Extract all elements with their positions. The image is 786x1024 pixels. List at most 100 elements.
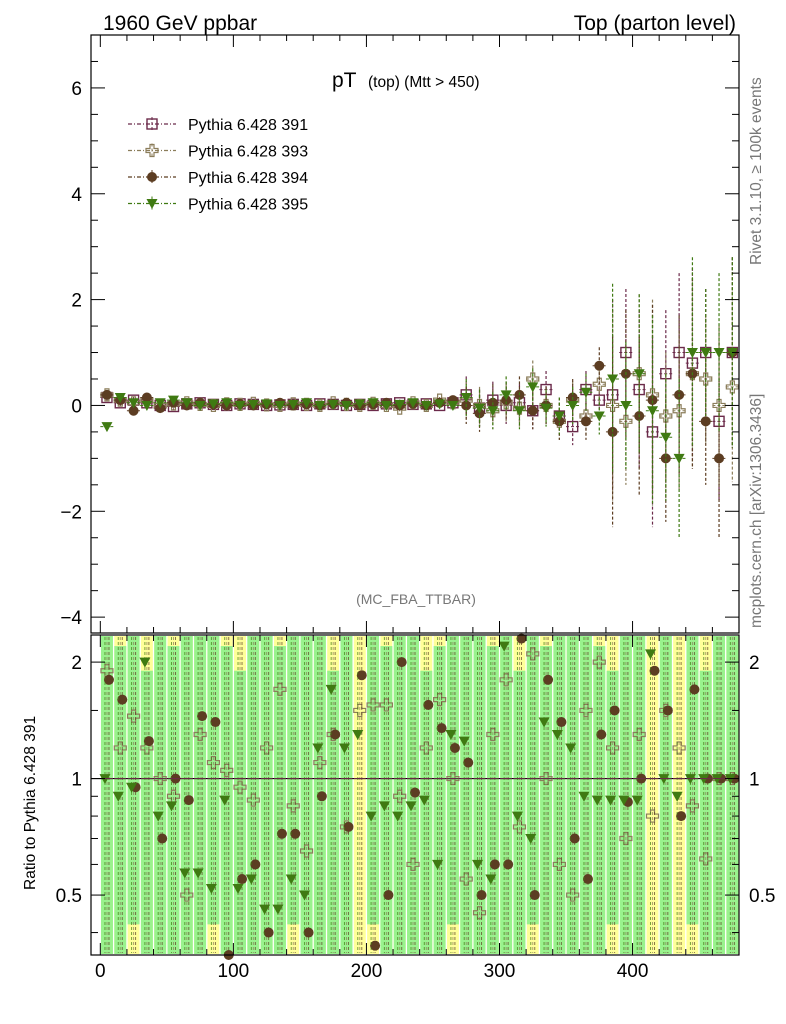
ratio-point: [232, 883, 244, 894]
axes: 0 100 200 300 400 −4 −2 0 2 4 6 0.5 0.5 1 1 2 2: [56, 34, 775, 982]
ratio-point: [662, 705, 673, 716]
ratio-point: [330, 729, 341, 740]
ratio-point: [157, 833, 168, 844]
y-tick-label: 2: [71, 291, 82, 312]
ratio-tick-label-left: 2: [71, 653, 82, 674]
data-point: [686, 348, 698, 359]
ratio-point: [498, 641, 510, 652]
data-point: [380, 400, 392, 411]
data-point: [672, 404, 686, 418]
header-right: Top (parton level): [574, 12, 736, 35]
ratio-point: [689, 684, 700, 695]
ratio-point: [605, 795, 617, 806]
data-point: [699, 372, 713, 386]
ratio-point: [139, 657, 151, 668]
data-point: [714, 453, 725, 464]
data-point: [207, 399, 219, 410]
y-tick-label: −4: [60, 608, 82, 629]
data-point: [512, 401, 527, 415]
ratio-point: [365, 811, 377, 822]
ratio-point: [516, 633, 527, 644]
ratio-point: [578, 791, 590, 802]
data-point: [287, 399, 299, 410]
data-point: [607, 374, 619, 385]
data-point: [605, 398, 620, 413]
data-point: [221, 398, 233, 409]
data-point: [128, 398, 140, 409]
ratio-point: [378, 801, 390, 812]
ratio-point: [312, 743, 324, 754]
ratio-band-green: [486, 646, 499, 954]
ratio-point: [285, 874, 297, 885]
ratio-point: [325, 684, 337, 695]
y-tick-label: −2: [60, 502, 82, 523]
data-point: [194, 400, 206, 411]
data-point: [340, 400, 352, 411]
data-point: [594, 360, 605, 371]
data-point: [633, 369, 645, 380]
ratio-point: [276, 828, 287, 839]
ratio-point: [392, 811, 404, 822]
ratio-point: [423, 699, 434, 710]
ratio-point: [410, 787, 421, 798]
data-point: [460, 393, 472, 404]
legend-marker: [146, 118, 158, 130]
ratio-point: [472, 859, 484, 870]
ratio-point: [631, 795, 643, 806]
data-point: [593, 411, 605, 422]
ratio-point: [259, 904, 271, 915]
y-tick-label: 6: [71, 79, 82, 100]
ratio-band-green: [540, 646, 553, 954]
data-point: [607, 426, 618, 437]
data-point: [660, 453, 671, 464]
ratio-point: [551, 729, 563, 740]
data-point: [673, 453, 685, 464]
ratio-point: [152, 811, 164, 822]
ratio-point: [352, 729, 364, 740]
ratio-marks: [99, 633, 740, 960]
ratio-band-green: [446, 636, 459, 925]
ratio-point: [538, 717, 550, 728]
ratio-point: [436, 723, 447, 734]
data-point: [513, 406, 525, 417]
x-tick-label: 400: [617, 961, 649, 982]
ratio-point: [556, 717, 567, 728]
ratio-point: [299, 890, 311, 901]
data-point: [154, 398, 166, 409]
ratio-point: [219, 795, 231, 806]
data-point: [567, 400, 579, 411]
ratio-point: [165, 801, 177, 812]
watermark: (MC_FBA_TTBAR): [356, 591, 476, 607]
x-tick-label: 0: [95, 961, 106, 982]
data-point: [580, 387, 592, 398]
legend-marker: [145, 143, 159, 158]
ratio-point: [237, 874, 248, 885]
ratio-point: [263, 927, 274, 938]
ratio-point: [405, 801, 417, 812]
header-left: 1960 GeV ppbar: [103, 12, 257, 35]
ratio-point: [343, 821, 354, 832]
ratio-point: [192, 868, 204, 879]
data-point: [713, 348, 725, 359]
data-point: [447, 400, 459, 411]
y-tick-label: 0: [71, 396, 82, 417]
data-point: [247, 399, 259, 410]
ratio-point: [197, 711, 208, 722]
data-point: [700, 348, 712, 359]
ratio-point: [290, 828, 301, 839]
data-point: [420, 400, 432, 411]
ratio-point: [591, 795, 603, 806]
ratio-point: [432, 859, 444, 870]
ratio-point: [126, 782, 138, 793]
ratio-point: [529, 890, 540, 901]
ratio-point: [449, 742, 460, 753]
ratio-point: [649, 665, 660, 676]
mcplots-label: mcplots.cern.ch [arXiv:1306.3436]: [748, 394, 765, 628]
data-point: [620, 400, 632, 411]
data-point: [167, 395, 179, 406]
data-point: [712, 398, 726, 413]
legend-label: Pythia 6.428 391: [188, 117, 308, 134]
data-point: [553, 411, 565, 422]
ratio-point: [143, 736, 154, 747]
ratio-point: [445, 729, 457, 740]
